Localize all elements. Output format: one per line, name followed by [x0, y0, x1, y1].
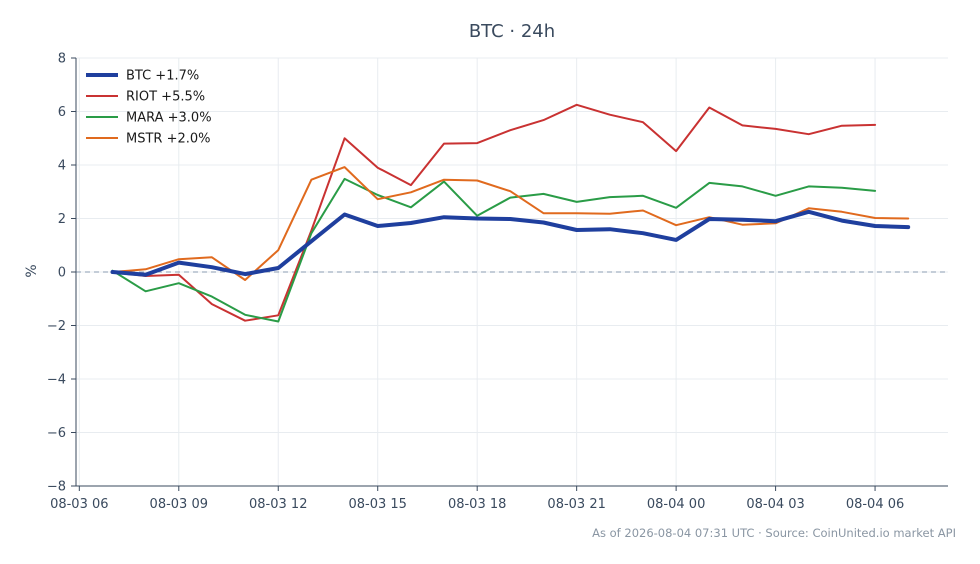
series-lines [110, 103, 911, 323]
legend: BTC +1.7% RIOT +5.5% MARA +3.0% MSTR +2.0% [86, 69, 212, 147]
source-footnote: As of 2026-08-04 07:31 UTC · Source: Coi… [592, 526, 956, 540]
chart-title: BTC · 24h [469, 21, 555, 42]
series-line-mstr [111, 166, 910, 281]
x-tick-label: 08-03 21 [547, 497, 605, 512]
x-tick-label: 08-03 06 [50, 497, 108, 512]
legend-label: BTC +1.7% [126, 69, 199, 84]
legend-label: MSTR +2.0% [126, 132, 211, 147]
x-tick-label: 08-03 09 [150, 497, 208, 512]
x-tick-label: 08-03 15 [348, 497, 406, 512]
y-tick-label: 0 [58, 266, 66, 281]
x-tick-label: 08-03 12 [249, 497, 307, 512]
y-tick-label: −4 [47, 373, 66, 388]
legend-label: RIOT +5.5% [126, 90, 205, 105]
y-axis-label: % [24, 264, 40, 277]
series-line-mara [111, 177, 877, 323]
y-tick-label: 4 [58, 159, 66, 174]
x-tick-label: 08-04 00 [647, 497, 705, 512]
legend-label: MARA +3.0% [126, 111, 212, 126]
series-line-btc [110, 209, 911, 277]
y-tick-label: −2 [47, 319, 66, 334]
x-tick-label: 08-04 03 [746, 497, 804, 512]
x-tick-label: 08-04 06 [846, 497, 904, 512]
x-tick-label: 08-03 18 [448, 497, 506, 512]
y-tick-label: 8 [58, 52, 66, 67]
series-line-riot [111, 103, 877, 322]
y-tick-label: −6 [47, 426, 66, 441]
axes: −8 −6 −4 −2 0 2 4 6 8 08-03 06 08-03 09 08-03 12 08-… [47, 52, 948, 512]
y-tick-label: −8 [47, 480, 66, 495]
y-tick-label: 2 [58, 212, 66, 227]
y-tick-label: 6 [58, 105, 66, 120]
